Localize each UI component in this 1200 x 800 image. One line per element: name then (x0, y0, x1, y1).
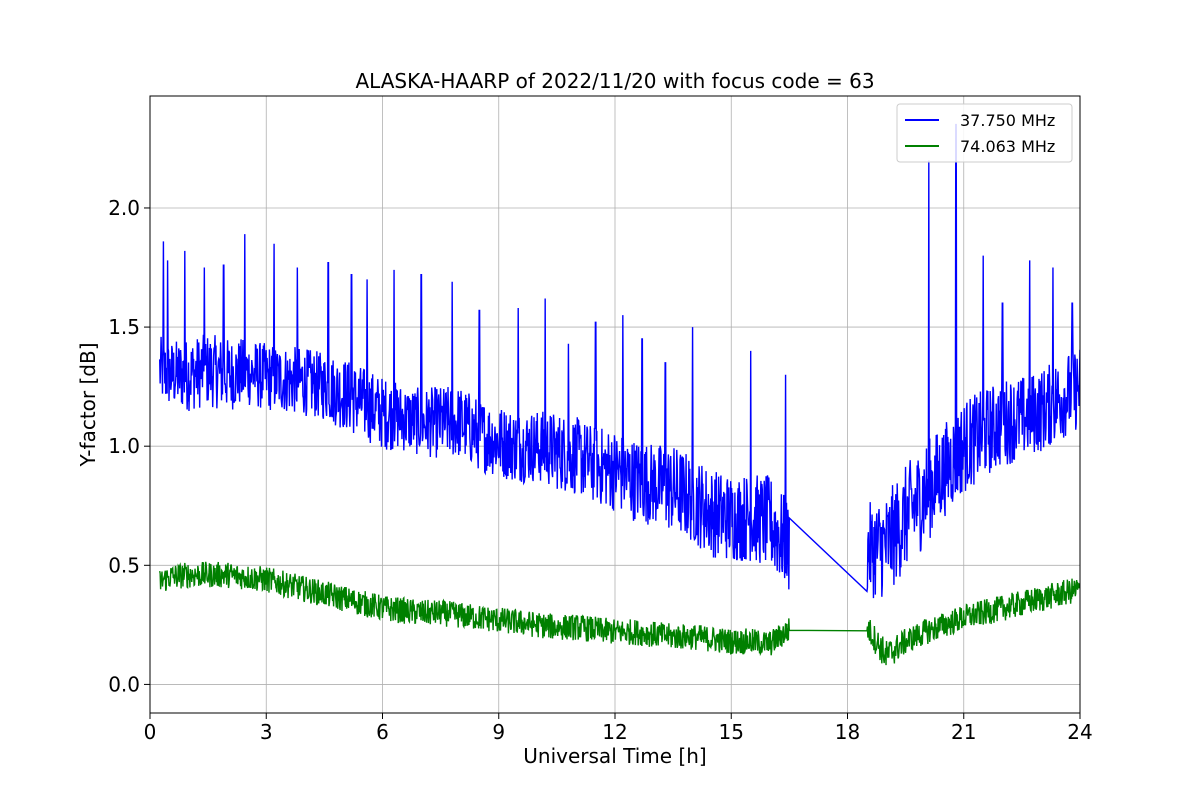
x-tick-label: 21 (951, 720, 976, 744)
series-line-1 (158, 123, 1080, 599)
y-axis: 0.0 0.5 1.0 1.5 2.0 (108, 196, 150, 696)
plot-area (158, 123, 1080, 666)
y-tick-label: 2.0 (108, 196, 140, 220)
y-tick-label: 0.5 (108, 553, 140, 577)
series-line-2 (159, 561, 1080, 666)
y-tick-label: 1.5 (108, 315, 140, 339)
legend-label: 74.063 MHz (960, 137, 1055, 156)
x-tick-label: 18 (835, 720, 860, 744)
x-axis-label: Universal Time [h] (523, 744, 706, 768)
x-tick-label: 12 (602, 720, 627, 744)
y-tick-label: 1.0 (108, 434, 140, 458)
legend-box (896, 103, 1073, 163)
x-tick-label: 0 (144, 720, 157, 744)
grid-lines (149, 96, 1081, 713)
chart-title: ALASKA-HAARP of 2022/11/20 with focus co… (355, 69, 874, 93)
legend: 37.750 MHz 74.063 MHz (896, 103, 1073, 163)
x-tick-label: 9 (492, 720, 505, 744)
x-tick-label: 6 (376, 720, 389, 744)
y-tick-label: 0.0 (108, 672, 140, 696)
x-tick-label: 3 (260, 720, 273, 744)
x-axis: 0 3 6 9 12 15 18 21 24 (144, 713, 1093, 744)
legend-label: 37.750 MHz (960, 111, 1055, 130)
x-tick-label: 15 (719, 720, 744, 744)
y-axis-label: Y-factor [dB] (76, 342, 100, 467)
x-tick-label: 24 (1067, 720, 1092, 744)
